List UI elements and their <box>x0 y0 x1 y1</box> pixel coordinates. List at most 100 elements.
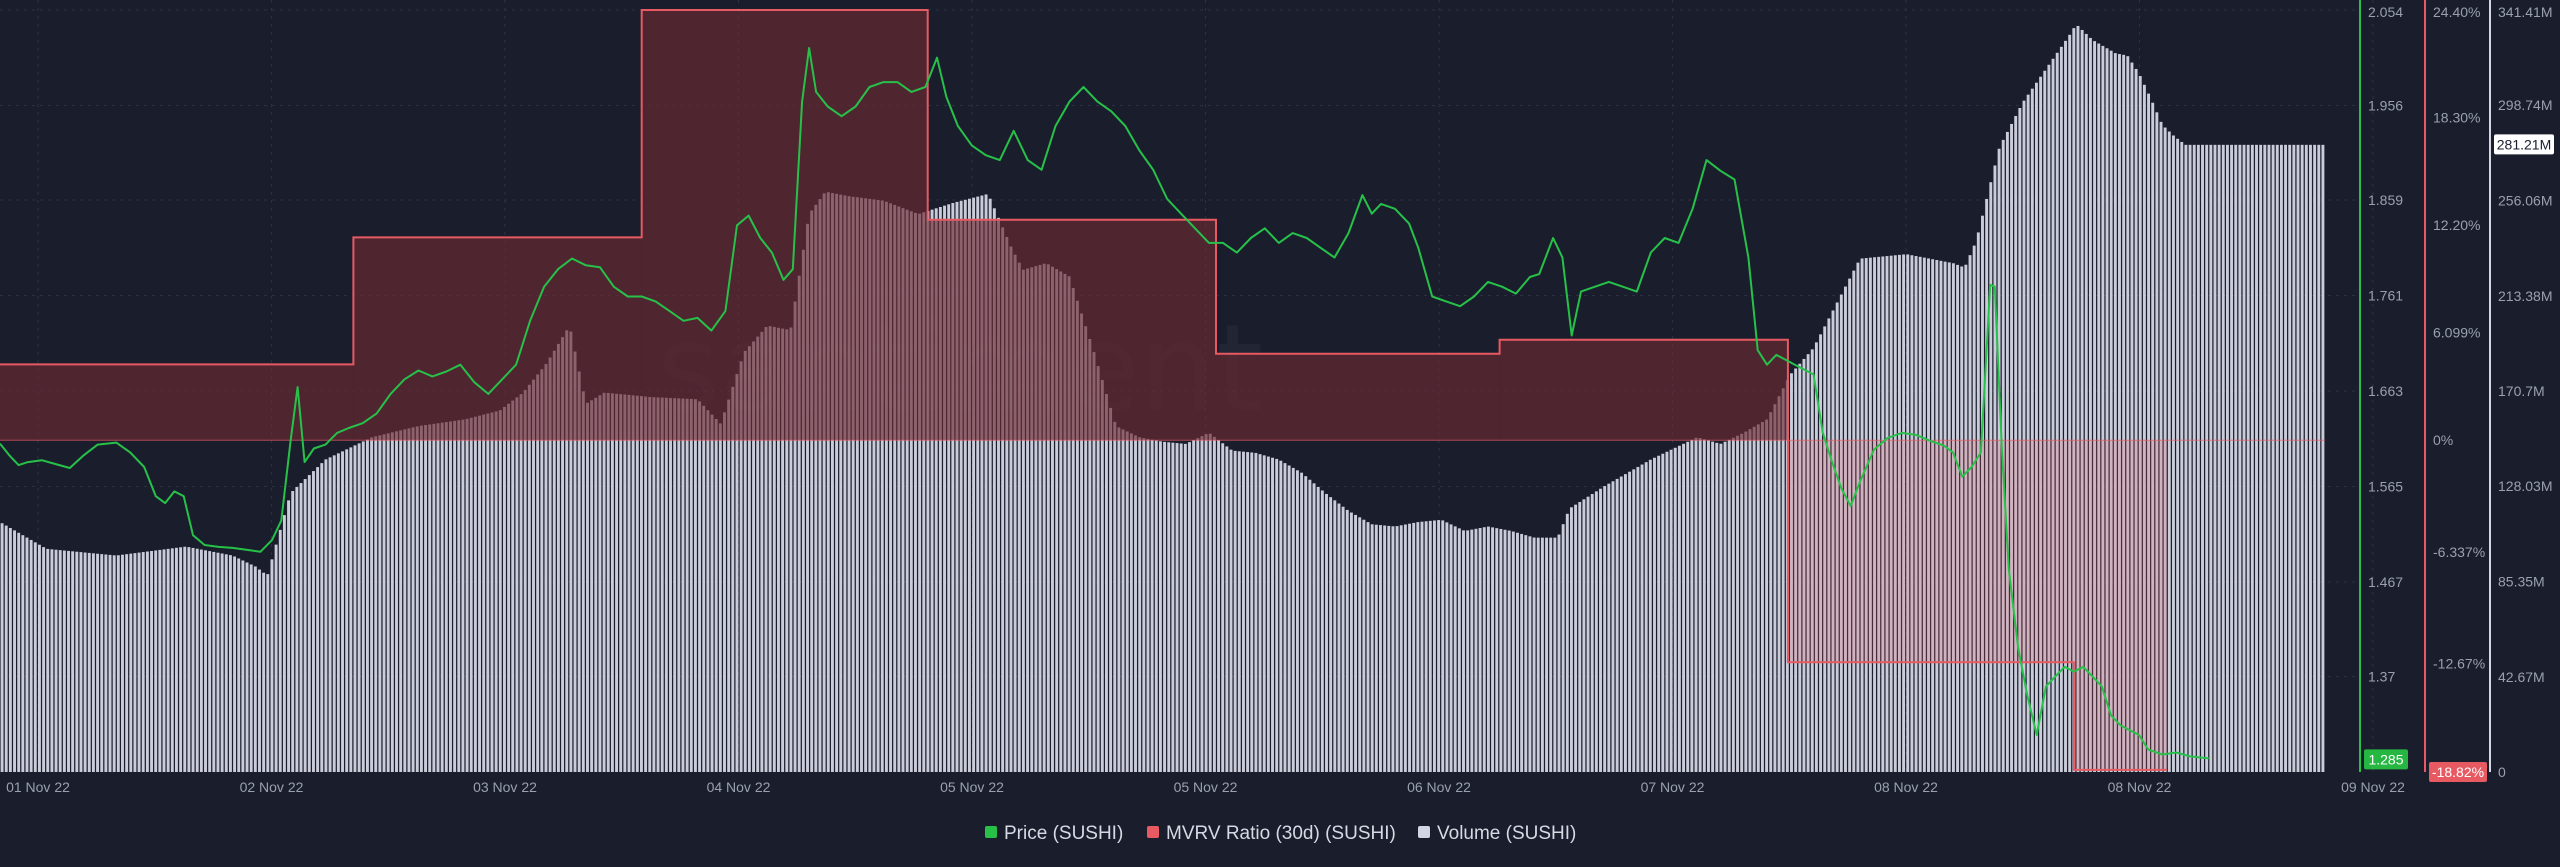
volume-bar <box>980 195 984 772</box>
volume-bar <box>1154 440 1158 772</box>
volume-bar <box>1756 424 1760 772</box>
volume-bar <box>2230 144 2234 772</box>
volume-bar <box>1665 451 1669 772</box>
volume-bar <box>1171 442 1175 772</box>
volume-bar <box>345 449 349 772</box>
volume-bar <box>1428 520 1432 772</box>
volume-bar <box>2263 144 2267 772</box>
volume-bar <box>1482 527 1486 772</box>
volume-bar <box>777 327 780 772</box>
volume-bar <box>1835 302 1839 772</box>
volume-bar <box>29 539 33 772</box>
volume-bar <box>2093 41 2097 772</box>
volume-bar <box>963 199 967 772</box>
volume-bar <box>1499 528 1503 772</box>
volume-bar <box>233 556 237 772</box>
volume-bar <box>1557 534 1561 772</box>
volume-bar <box>1516 532 1519 772</box>
volume-bar <box>1242 451 1245 772</box>
volume-bar <box>1943 261 1947 772</box>
volume-bar <box>108 554 112 772</box>
volume-bar <box>523 389 527 772</box>
volume-bar <box>1200 436 1204 772</box>
volume-tick-label: 341.41M <box>2498 4 2552 20</box>
volume-bar <box>532 379 535 772</box>
volume-bar <box>1540 537 1544 772</box>
legend-swatch[interactable] <box>985 826 997 838</box>
mvrv-current-value: -18.82% <box>2432 764 2484 780</box>
volume-bar <box>615 393 618 772</box>
volume-tick-label: 298.74M <box>2498 97 2552 113</box>
price-tick-label: 2.054 <box>2368 4 2403 20</box>
volume-bar <box>162 549 166 772</box>
volume-bar <box>316 467 320 772</box>
volume-bar <box>1503 529 1507 772</box>
volume-bar <box>889 203 893 773</box>
volume-bar <box>1013 254 1017 773</box>
volume-bar <box>656 397 660 772</box>
volume-bar <box>735 374 739 772</box>
volume-bar <box>2192 144 2196 772</box>
legend-item-label[interactable]: MVRV Ratio (30d) (SUSHI) <box>1166 823 1396 844</box>
volume-bar <box>1532 537 1536 772</box>
legend-item-label[interactable]: Price (SUSHI) <box>1004 823 1123 844</box>
legend-swatch[interactable] <box>1418 826 1430 838</box>
volume-bar <box>1939 260 1943 772</box>
volume-bar <box>478 415 481 772</box>
volume-bar <box>851 196 855 772</box>
volume-bar <box>1889 255 1893 773</box>
volume-bar <box>262 572 266 772</box>
volume-bar <box>1491 527 1495 772</box>
x-tick-label: 08 Nov 22 <box>1874 779 1938 795</box>
legend-swatch[interactable] <box>1147 826 1159 838</box>
volume-bar <box>2275 144 2279 772</box>
volume-bar <box>253 566 257 772</box>
volume-bar <box>1877 256 1881 772</box>
volume-bar <box>2188 144 2192 772</box>
volume-bar <box>1300 472 1304 772</box>
volume-bar <box>150 550 153 772</box>
volume-current-badge <box>2494 134 2554 155</box>
volume-bar <box>1358 517 1362 772</box>
volume-bar <box>1042 263 1046 772</box>
volume-bar <box>2255 144 2258 772</box>
legend-item-label[interactable]: Volume (SUSHI) <box>1437 823 1576 844</box>
volume-bar <box>183 546 187 772</box>
volume-bar <box>1403 524 1407 772</box>
volume-bar <box>1781 388 1785 772</box>
volume-bar <box>1387 525 1391 772</box>
volume-bar <box>918 213 922 772</box>
volume-bar <box>830 193 834 772</box>
volume-bar <box>1769 412 1773 772</box>
volume-bar <box>1968 255 1972 772</box>
volume-bar <box>864 198 868 773</box>
volume-bar <box>1084 326 1088 772</box>
volume-bar <box>1844 286 1847 772</box>
volume-bar <box>1304 476 1308 772</box>
volume-bar <box>465 418 469 772</box>
volume-bar <box>1719 443 1723 772</box>
volume-bar <box>1279 460 1283 772</box>
volume-bar <box>677 398 681 772</box>
volume-bar <box>1599 488 1602 772</box>
volume-bar <box>1366 522 1370 772</box>
volume-bar <box>2250 144 2254 772</box>
volume-bar <box>623 394 627 772</box>
volume-bar <box>1927 258 1930 772</box>
volume-bar <box>46 548 50 772</box>
volume-bar <box>87 552 91 772</box>
volume-bar <box>1055 269 1059 772</box>
volume-bar <box>1175 443 1179 772</box>
volume-bar <box>1474 528 1478 772</box>
volume-bar <box>1727 439 1731 772</box>
volume-bar <box>806 223 809 773</box>
volume-bar <box>83 552 87 772</box>
volume-bar <box>403 429 407 772</box>
volume-bar <box>619 394 623 772</box>
volume-bar <box>1976 232 1980 772</box>
volume-bar <box>527 384 531 772</box>
volume-bar <box>669 397 672 772</box>
volume-bar <box>328 457 332 772</box>
volume-bar <box>1715 442 1719 772</box>
volume-bar <box>814 204 818 773</box>
